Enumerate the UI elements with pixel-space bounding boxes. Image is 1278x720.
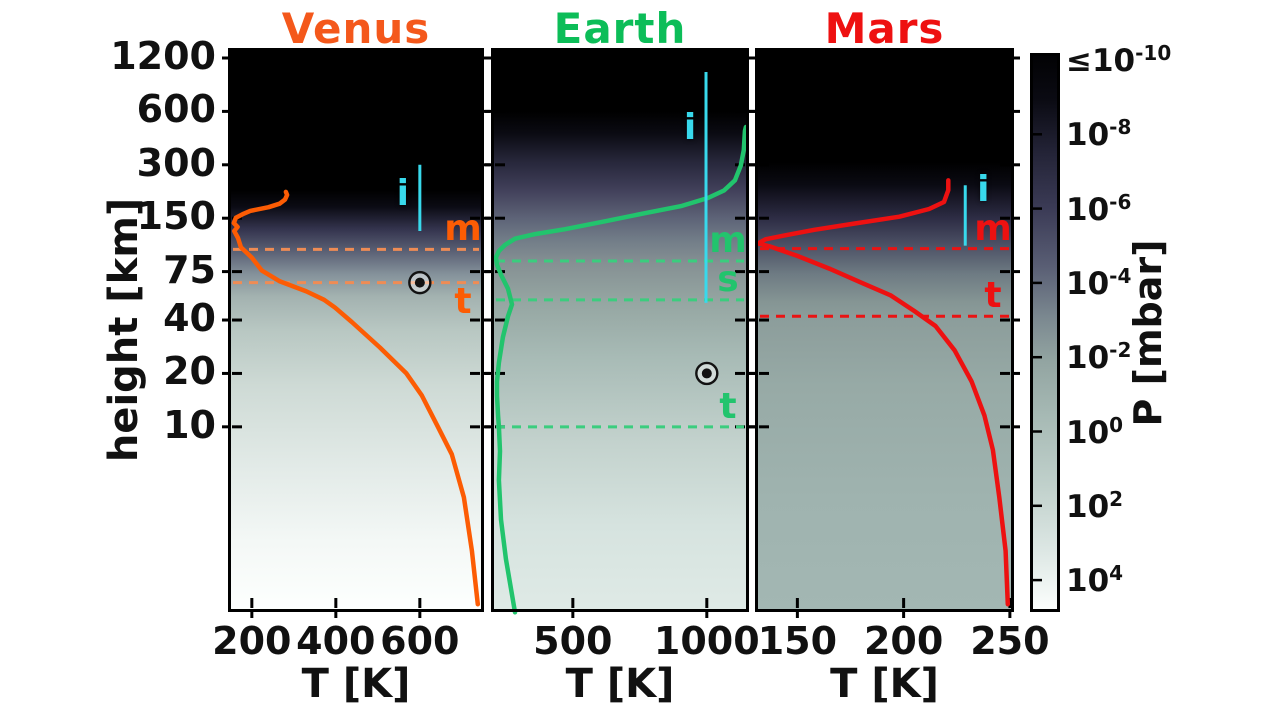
y-tick-label: 40: [163, 296, 216, 341]
temperature-profile-venus: [231, 189, 481, 607]
colorbar-tick-label: 102: [1066, 486, 1124, 525]
y-tick-label: 300: [136, 141, 216, 186]
y-tick-label: 600: [136, 87, 216, 132]
x-tick-label: 1000: [653, 619, 760, 663]
y-tick-label: 75: [163, 247, 216, 292]
colorbar-tick-label: 10-6: [1066, 189, 1132, 228]
x-axis-label: T [K]: [830, 661, 939, 707]
y-tick-label: 150: [136, 194, 216, 239]
colorbar-tick-label: 104: [1066, 560, 1124, 600]
colorbar: [1030, 53, 1060, 612]
colorbar-tick-label: ≤10-10: [1066, 40, 1172, 80]
colorbar-tick-label: 10-4: [1066, 263, 1132, 303]
x-tick-label: 200: [212, 619, 292, 663]
sun-symbol-dot-earth: [701, 368, 712, 379]
x-tick-label: 200: [863, 619, 944, 663]
x-tick-label: 150: [757, 619, 838, 663]
x-axis-label: T [K]: [565, 661, 675, 707]
y-tick-label: 10: [163, 403, 216, 448]
temperature-profile-earth: [493, 124, 749, 615]
ionosphere-label-venus: i: [396, 172, 409, 214]
ionosphere-label-mars: i: [977, 169, 990, 211]
colorbar-tick-label: 10-2: [1066, 338, 1132, 377]
layer-label-m-earth: m: [709, 220, 747, 262]
layer-label-m-mars: m: [974, 207, 1012, 249]
x-tick-label: 250: [970, 619, 1050, 663]
x-tick-label: 600: [380, 619, 460, 663]
x-tick-label: 400: [296, 619, 376, 663]
panel-bg-venus: [230, 50, 482, 610]
y-tick-label: 20: [163, 349, 216, 394]
x-axis-label: T [K]: [301, 661, 411, 707]
layer-label-t-earth: t: [719, 385, 737, 427]
layer-label-t-venus: t: [454, 280, 472, 322]
panel-title-venus: Venus: [281, 4, 431, 53]
ionosphere-label-earth: i: [683, 107, 697, 149]
y-tick-label: 1200: [110, 34, 216, 79]
panel-bg-mars: [757, 50, 1012, 610]
temperature-profile-mars: [755, 178, 1011, 607]
colorbar-tick-label: 10-8: [1066, 115, 1132, 154]
sun-symbol-dot-venus: [414, 277, 425, 288]
panel-title-earth: Earth: [553, 4, 687, 53]
panel-title-mars: Mars: [824, 4, 945, 53]
colorbar-tick-label: 100: [1066, 412, 1124, 451]
x-tick-label: 500: [533, 619, 613, 663]
layer-label-s-earth: s: [717, 258, 739, 300]
layer-label-m-venus: m: [444, 208, 482, 250]
colorbar-label: P [mbar]: [1126, 239, 1170, 427]
layer-label-t-mars: t: [984, 275, 1002, 317]
